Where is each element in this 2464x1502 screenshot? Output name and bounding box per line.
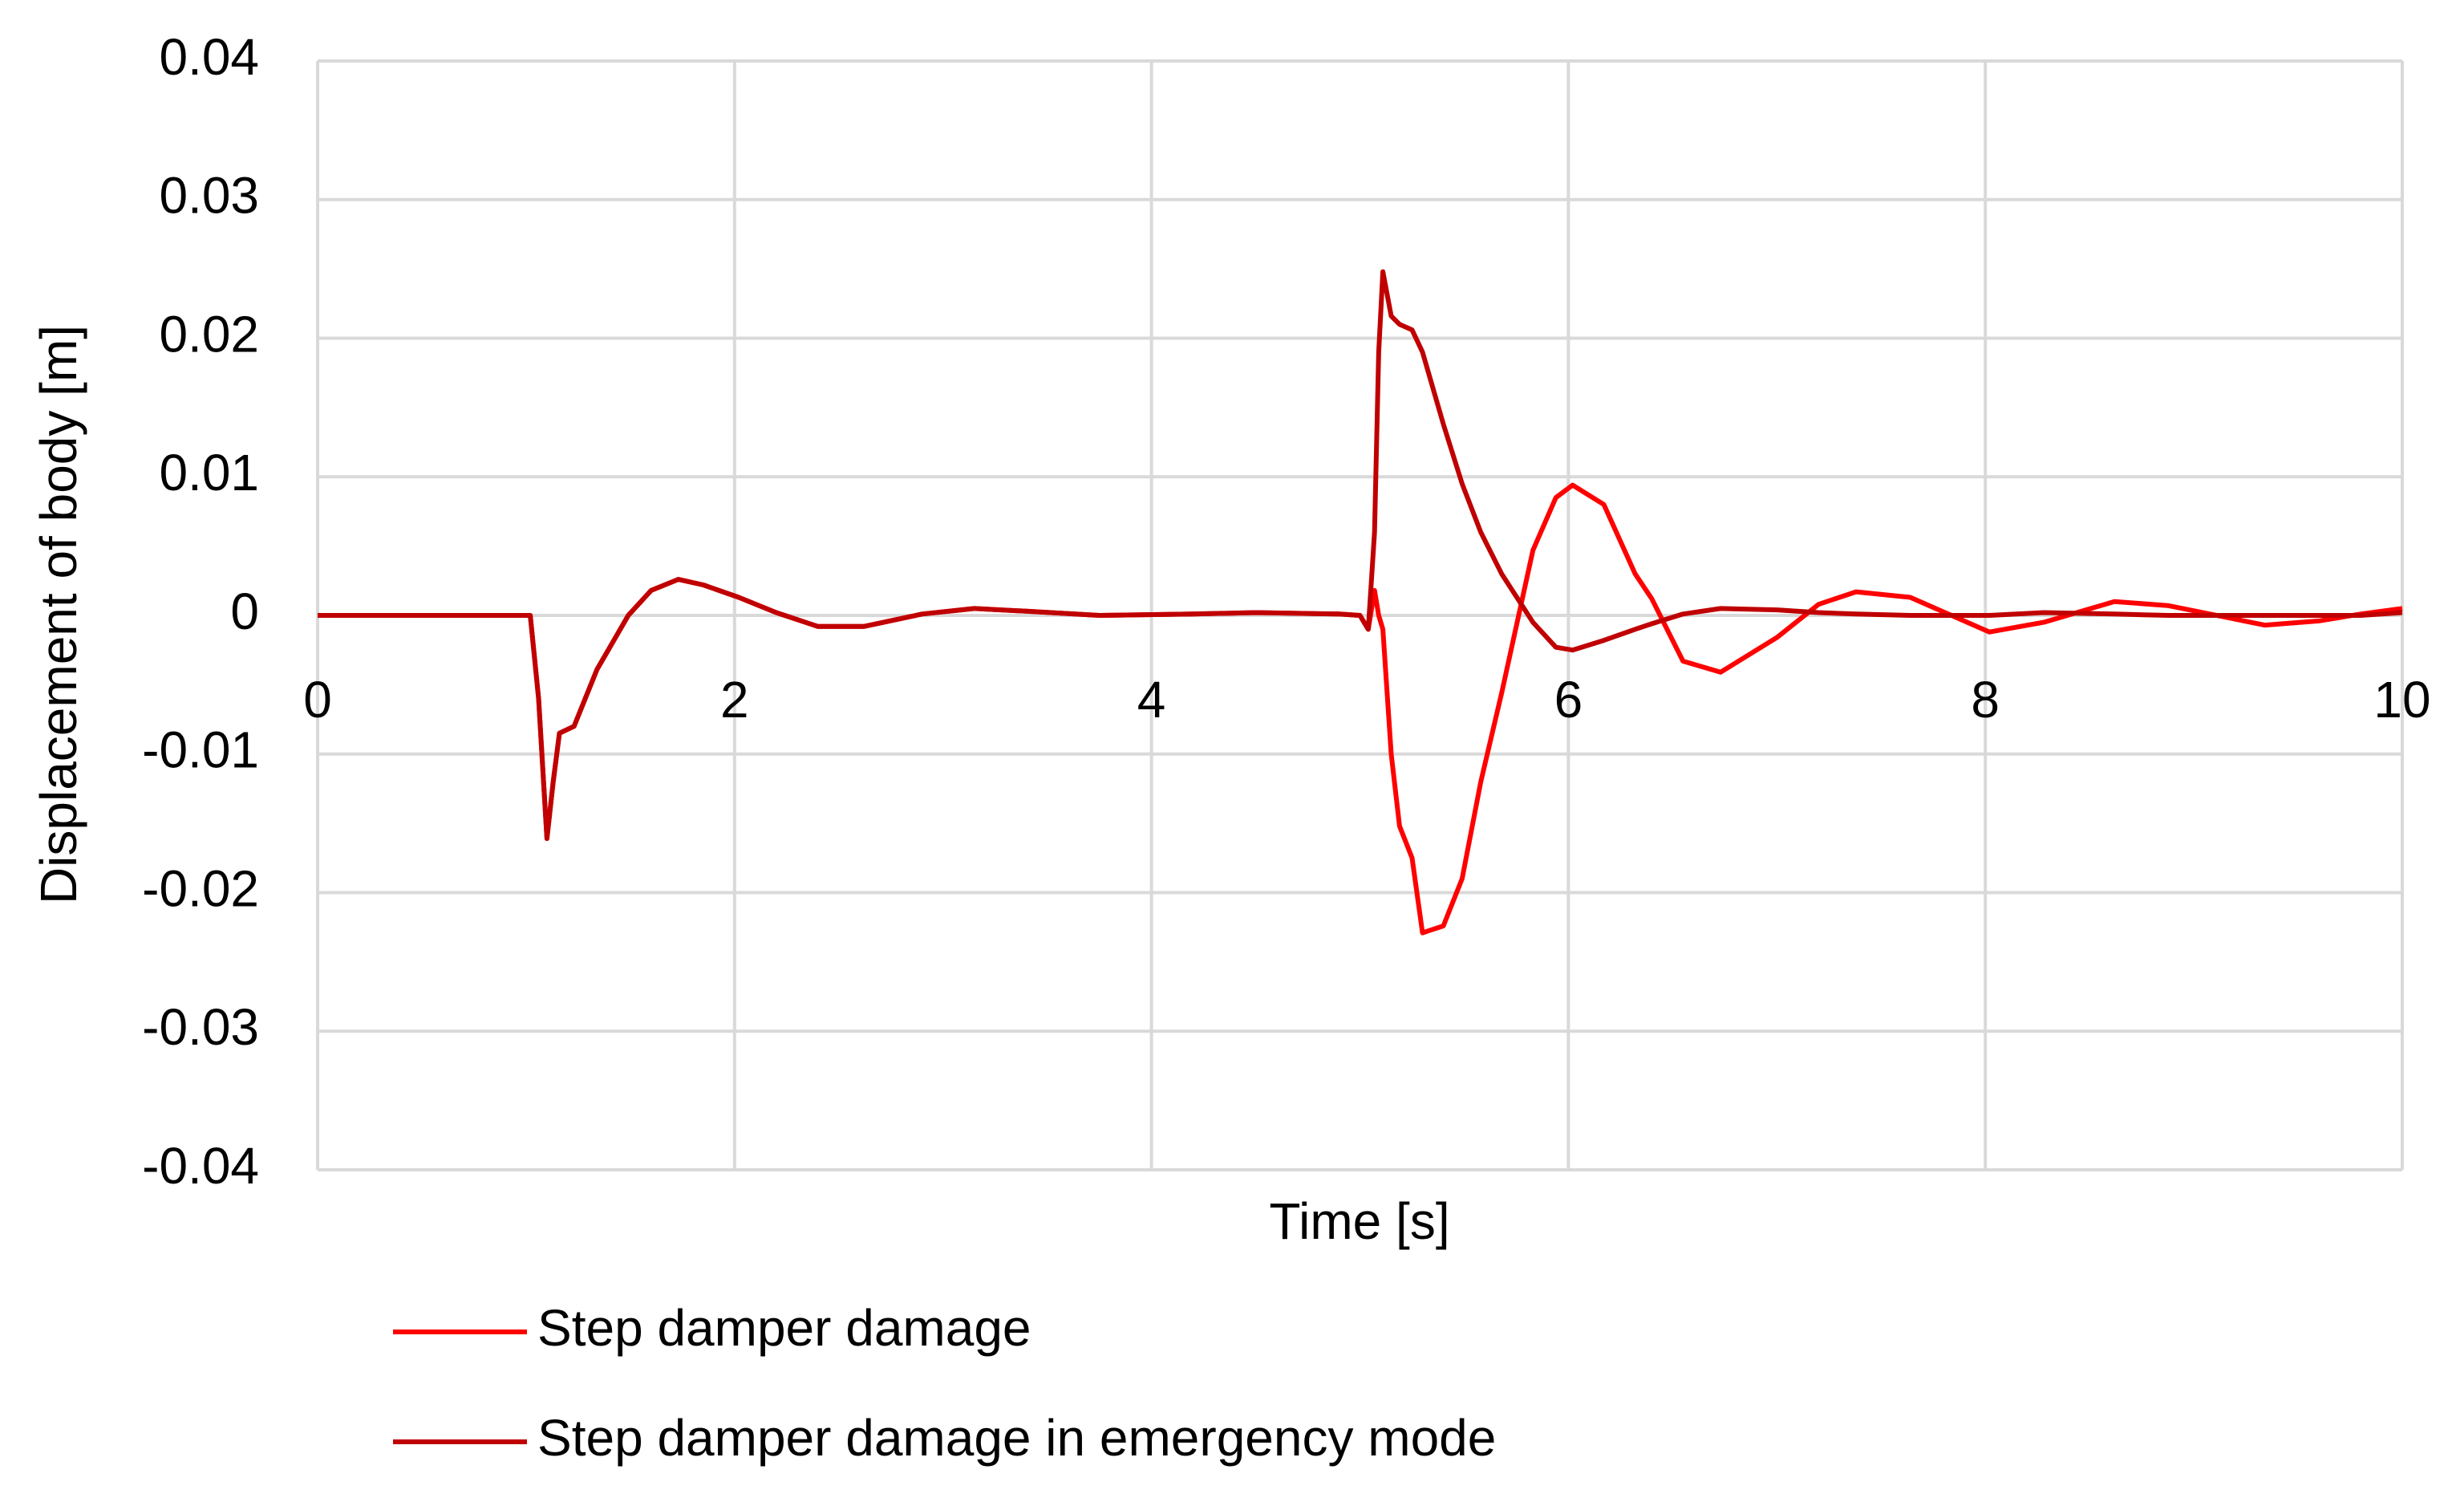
x-tick-label: 2 (720, 671, 749, 729)
y-tick-label: -0.03 (142, 998, 259, 1056)
x-tick-label: 0 (303, 671, 332, 729)
y-tick-label: -0.04 (142, 1137, 259, 1195)
y-axis-title: Displacement of body [m] (30, 325, 87, 904)
data-line (318, 269, 2403, 842)
legend-label: Step damper damage in emergency mode (537, 1409, 1496, 1467)
y-tick-label: 0.04 (159, 28, 259, 86)
x-tick-label: 8 (1971, 671, 2000, 729)
x-tick-label: 10 (2373, 671, 2430, 729)
x-tick-label: 4 (1137, 671, 1166, 729)
y-tick-label: 0.02 (159, 305, 259, 363)
y-tick-label: 0.01 (159, 444, 259, 501)
y-tick-label: 0 (230, 583, 259, 640)
y-tick-label: 0.03 (159, 167, 259, 225)
legend-label: Step damper damage (537, 1299, 1031, 1357)
y-tick-label: -0.02 (142, 859, 259, 917)
x-axis-title: Time [s] (1269, 1192, 1449, 1250)
y-tick-label: -0.01 (142, 721, 259, 779)
x-tick-label: 6 (1554, 671, 1583, 729)
